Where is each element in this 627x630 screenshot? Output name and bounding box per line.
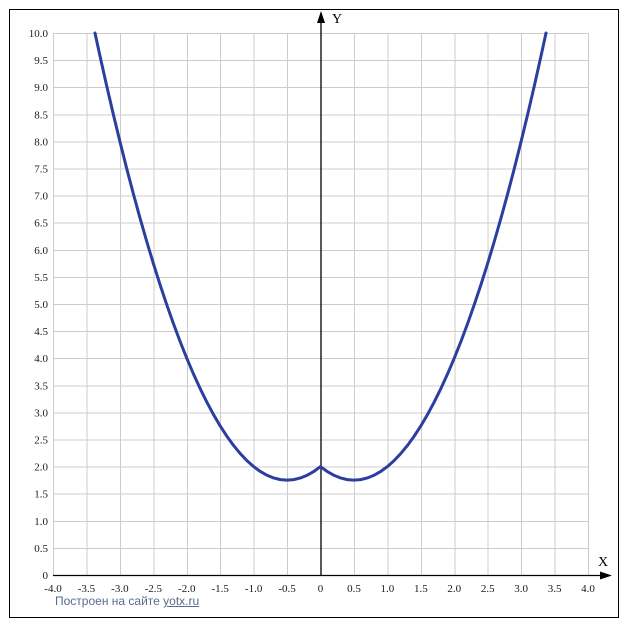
y-tick-label: 7.0 [34, 191, 48, 203]
x-tick-label: 0.5 [347, 583, 361, 595]
y-tick-label: 9.5 [34, 55, 48, 67]
x-axis-arrow-icon [600, 571, 612, 580]
x-tick-label: 0 [318, 583, 324, 595]
y-tick-label: 4.5 [34, 326, 48, 338]
footer-link[interactable]: yotx.ru [163, 594, 200, 608]
y-tick-label: 5.5 [34, 272, 48, 284]
y-tick-label: 3.5 [34, 380, 48, 392]
x-tick-label: 3.0 [514, 583, 528, 595]
y-tick-label: 7.5 [34, 164, 48, 176]
y-tick-label: 6.5 [34, 218, 48, 230]
footer-text: Построен на сайте [55, 594, 160, 608]
y-tick-label: 2.5 [34, 435, 48, 447]
x-tick-label: 4.0 [581, 583, 595, 595]
footer: Построен на сайте yotx.ru [55, 594, 199, 609]
y-tick-label: 1.5 [34, 489, 48, 501]
y-tick-label: 3.0 [34, 407, 48, 419]
x-tick-label: 2.5 [481, 583, 495, 595]
y-tick-label: 0 [43, 570, 49, 582]
y-tick-label: 8.0 [34, 136, 48, 148]
x-tick-label: -1.0 [245, 583, 263, 595]
y-tick-label: 5.0 [34, 299, 48, 311]
function-curve [93, 31, 548, 482]
x-tick-label: -1.5 [211, 583, 229, 595]
x-axis-label: X [598, 555, 608, 570]
y-axis-arrow-icon [317, 11, 325, 23]
x-tick-label: 1.5 [414, 583, 428, 595]
y-axis-label: Y [332, 12, 342, 27]
x-tick-label: 2.0 [447, 583, 461, 595]
y-tick-label: 10.0 [29, 28, 49, 40]
y-tick-label: 2.0 [34, 462, 48, 474]
x-tick-label: 3.5 [548, 583, 562, 595]
x-tick-label: -3.5 [78, 583, 96, 595]
x-tick-label: -4.0 [44, 583, 62, 595]
x-tick-label: -2.0 [178, 583, 196, 595]
x-tick-label: -2.5 [145, 583, 163, 595]
y-tick-label: 8.5 [34, 109, 48, 121]
x-tick-label: -3.0 [111, 583, 129, 595]
chart-frame [9, 9, 619, 618]
y-tick-label: 4.0 [34, 353, 48, 365]
y-tick-label: 0.5 [34, 543, 48, 555]
x-tick-label: 1.0 [381, 583, 395, 595]
y-tick-label: 6.0 [34, 245, 48, 257]
x-tick-label: -0.5 [278, 583, 296, 595]
y-tick-label: 9.0 [34, 82, 48, 94]
y-tick-label: 1.0 [34, 516, 48, 528]
